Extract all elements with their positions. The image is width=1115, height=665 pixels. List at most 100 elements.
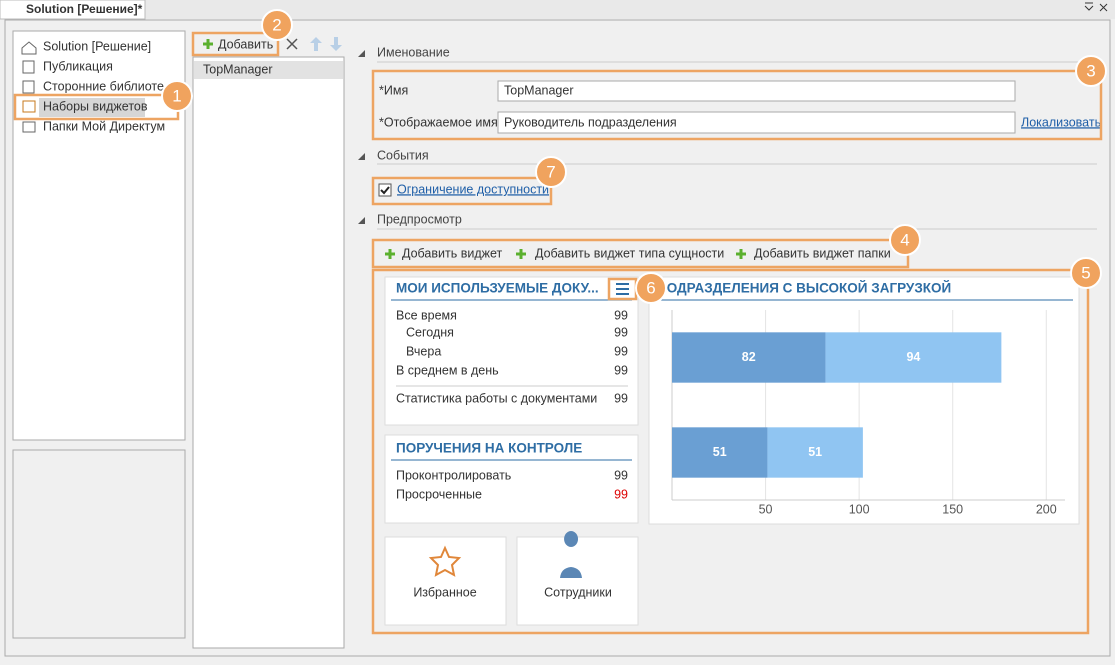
tree-item[interactable]: Сторонние библиоте — [43, 79, 164, 93]
row-value: 99 — [614, 308, 628, 322]
widget-title: ПОРУЧЕНИЯ НА КОНТРОЛЕ — [396, 441, 582, 456]
callout-frame — [371, 176, 553, 206]
row-value: 99 — [614, 487, 628, 501]
callout-number: 5 — [1081, 263, 1090, 282]
callout-number: 6 — [646, 278, 655, 297]
tree-item[interactable]: Наборы виджетов — [43, 99, 148, 113]
selection — [194, 61, 343, 79]
chart-title: ПОДРАЗДЕЛЕНИЯ С ВЫСОКОЙ ЗАГРУЗКОЙ — [657, 281, 951, 296]
callout-number: 4 — [900, 230, 909, 249]
details-panel — [12, 449, 186, 639]
section-title: Именование — [377, 45, 450, 59]
callout-badge — [889, 224, 921, 256]
title-bar — [0, 0, 1115, 19]
plot: 50 100 150 200 82 94 51 51 — [671, 310, 1065, 516]
callout-badge — [635, 272, 667, 304]
localize-link[interactable]: Локализовать — [1021, 115, 1101, 129]
x-tick-label: 200 — [1036, 502, 1057, 516]
tab-title: Solution [Решение]* — [26, 2, 143, 16]
collapse-icon[interactable] — [358, 50, 365, 57]
tile-label: Сотрудники — [544, 585, 612, 599]
selection — [39, 98, 145, 117]
collapse-icon[interactable] — [358, 153, 365, 160]
bar — [672, 427, 768, 478]
star-icon — [428, 545, 462, 577]
checkmark — [380, 186, 390, 195]
tree-item[interactable]: Solution [Решение] — [43, 39, 151, 53]
tree-item[interactable]: Папки Мой Директум — [43, 119, 165, 133]
row-label: Статистика работы с документами — [396, 391, 597, 405]
section-title: Предпросмотр — [377, 212, 462, 226]
row-label: Просроченные — [396, 487, 482, 501]
add-icon — [203, 39, 213, 49]
tree-item[interactable]: Публикация — [43, 59, 113, 73]
row-value: 99 — [614, 325, 628, 339]
bar-label: 51 — [713, 445, 727, 459]
row-value: 99 — [614, 391, 628, 405]
widget — [384, 434, 639, 524]
menu-icon[interactable] — [616, 283, 629, 295]
preview-button[interactable]: Добавить виджет — [402, 246, 503, 260]
row-label: Все время — [396, 308, 457, 322]
checkbox[interactable] — [378, 183, 392, 197]
row-value: 99 — [614, 363, 628, 377]
add-button[interactable]: Добавить — [218, 37, 273, 51]
widget-title: МОИ ИСПОЛЬЗУЕМЫЕ ДОКУ... — [396, 281, 599, 296]
dropdown-icon[interactable] — [1084, 2, 1094, 11]
callout-frame — [191, 31, 280, 57]
callouts: 1 2 3 4 5 6 7 — [13, 9, 1107, 635]
input[interactable] — [497, 80, 1016, 102]
checkbox-label[interactable]: Ограничение доступности — [397, 182, 549, 196]
bar-label: 82 — [742, 350, 756, 364]
row-label: Проконтролировать — [396, 468, 511, 482]
person-icon — [560, 531, 582, 578]
widget — [384, 276, 639, 426]
row-label: Вчера — [406, 344, 441, 358]
collapse-icon[interactable] — [358, 217, 365, 224]
list-panel — [192, 56, 345, 649]
bar-label: 94 — [906, 350, 920, 364]
tab[interactable] — [0, 0, 146, 20]
list-item[interactable]: TopManager — [203, 62, 273, 76]
close-icon[interactable] — [1099, 3, 1108, 12]
preview-button[interactable]: Добавить виджет типа сущности — [535, 246, 724, 260]
row-label: В среднем в день — [396, 363, 499, 377]
input-value: Руководитель подразделения — [504, 115, 677, 129]
callout-number: 7 — [546, 162, 555, 181]
section-title: События — [377, 148, 429, 162]
x-tick-label: 100 — [849, 502, 870, 516]
bar — [672, 332, 826, 383]
field-label: *Имя — [379, 83, 408, 97]
x-tick-label: 150 — [942, 502, 963, 516]
tile[interactable] — [384, 536, 507, 626]
field-label: *Отображаемое имя — [379, 115, 498, 129]
bar — [767, 427, 863, 478]
callout-badge — [535, 156, 567, 188]
x-tick-label: 50 — [759, 502, 773, 516]
delete-button[interactable] — [286, 38, 298, 50]
bar — [825, 332, 1002, 383]
callout-frame — [371, 268, 1090, 635]
row-label: Сегодня — [406, 325, 454, 339]
callout-badge — [1075, 55, 1107, 87]
down-button[interactable] — [330, 37, 342, 51]
callout-badge — [1070, 257, 1102, 289]
callout-badge — [161, 80, 193, 112]
input[interactable] — [497, 111, 1016, 134]
bar-label: 51 — [808, 445, 822, 459]
input-value: TopManager — [504, 83, 574, 97]
callout-badge — [261, 9, 293, 41]
callout-number: 2 — [272, 15, 281, 34]
up-button[interactable] — [310, 37, 322, 51]
tile[interactable] — [516, 536, 639, 626]
callout-number: 1 — [172, 86, 181, 105]
tile-label: Избранное — [413, 585, 476, 599]
widget — [648, 276, 1080, 525]
row-value: 99 — [614, 344, 628, 358]
preview-button[interactable]: Добавить виджет папки — [754, 246, 891, 260]
row-value: 99 — [614, 468, 628, 482]
callout-number: 3 — [1086, 61, 1095, 80]
callout-frame — [371, 69, 1103, 141]
add-icons — [385, 249, 746, 259]
